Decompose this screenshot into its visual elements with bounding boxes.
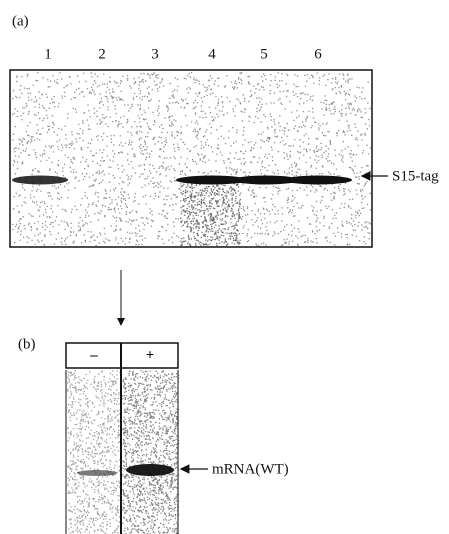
band-label: mRNA(WT) <box>212 461 289 477</box>
lane-label: 3 <box>151 46 159 62</box>
lane-label: 4 <box>208 46 216 62</box>
band <box>284 175 352 185</box>
column-label: + <box>146 347 155 363</box>
speckle <box>67 370 123 534</box>
speckle <box>180 180 242 247</box>
band <box>126 464 174 476</box>
panel-label: (b) <box>18 336 36 352</box>
gel-a <box>9 69 373 248</box>
band <box>176 175 248 185</box>
panel-label: (a) <box>12 13 29 29</box>
column-label: – <box>89 347 98 363</box>
lane-label: 1 <box>44 46 52 62</box>
lane-label: 6 <box>314 46 322 62</box>
lane-label: 2 <box>98 46 106 62</box>
lane-label: 5 <box>260 46 268 62</box>
speckle <box>122 370 180 534</box>
band-label: S15-tag <box>392 168 439 184</box>
band <box>12 175 68 185</box>
band <box>232 175 300 185</box>
band <box>77 470 117 476</box>
